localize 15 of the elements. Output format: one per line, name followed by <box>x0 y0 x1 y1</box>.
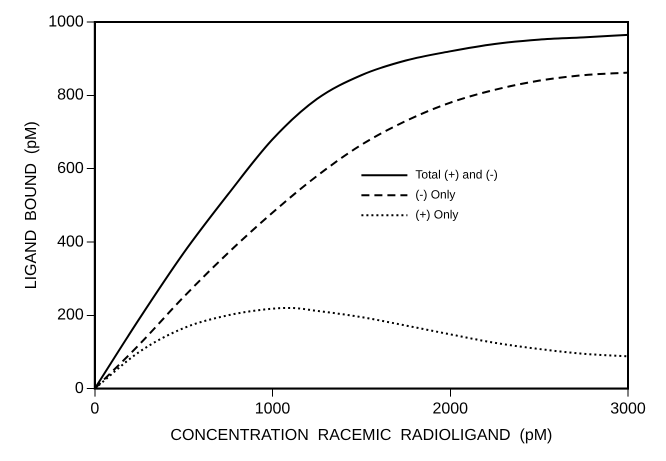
legend-label: (-) Only <box>415 188 456 202</box>
x-tick-label: 3000 <box>610 400 646 418</box>
legend-label: Total (+) and (-) <box>415 168 498 182</box>
y-tick-label: 0 <box>74 380 84 398</box>
y-tick-label: 800 <box>57 86 84 104</box>
x-tick-label: 1000 <box>254 400 290 418</box>
y-tick-label: 600 <box>57 160 84 178</box>
legend-label: (+) Only <box>415 208 458 222</box>
y-tick-label: 200 <box>57 306 84 324</box>
y-tick-label: 1000 <box>48 13 84 30</box>
x-tick-label: 0 <box>90 400 100 418</box>
y-tick-label: 400 <box>57 233 84 250</box>
y-axis-title: LIGAND BOUND (pM) <box>23 121 40 290</box>
x-tick-label: 2000 <box>432 400 468 418</box>
x-axis-title: CONCENTRATION RACEMIC RADIOLIGAND (pM) <box>170 426 552 444</box>
